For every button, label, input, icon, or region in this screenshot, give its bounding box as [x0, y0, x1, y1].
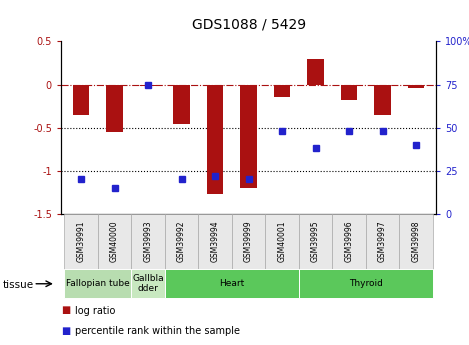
Text: Fallopian tube: Fallopian tube [66, 279, 130, 288]
FancyBboxPatch shape [265, 214, 299, 269]
Text: GSM39996: GSM39996 [345, 221, 354, 262]
Text: GSM39999: GSM39999 [244, 221, 253, 262]
FancyBboxPatch shape [131, 269, 165, 298]
Text: percentile rank within the sample: percentile rank within the sample [75, 326, 240, 336]
Bar [173, 85, 190, 124]
FancyBboxPatch shape [165, 214, 198, 269]
Bar [140, 85, 157, 86]
Text: GSM39997: GSM39997 [378, 221, 387, 262]
FancyBboxPatch shape [131, 214, 165, 269]
Text: GDS1088 / 5429: GDS1088 / 5429 [191, 17, 306, 31]
Bar [73, 85, 90, 115]
FancyBboxPatch shape [232, 214, 265, 269]
Text: log ratio: log ratio [75, 306, 115, 315]
FancyBboxPatch shape [64, 214, 98, 269]
FancyBboxPatch shape [165, 269, 299, 298]
Text: Gallbla
dder: Gallbla dder [132, 274, 164, 294]
Bar [240, 85, 257, 188]
Text: GSM40001: GSM40001 [278, 221, 287, 262]
Bar [374, 85, 391, 115]
Bar [307, 59, 324, 85]
Text: GSM40000: GSM40000 [110, 221, 119, 262]
FancyBboxPatch shape [299, 214, 333, 269]
Text: GSM39994: GSM39994 [211, 221, 219, 262]
FancyBboxPatch shape [399, 214, 433, 269]
Text: GSM39995: GSM39995 [311, 221, 320, 262]
Text: Thyroid: Thyroid [349, 279, 383, 288]
Text: tissue: tissue [2, 280, 33, 289]
Bar [408, 85, 424, 88]
Text: GSM39992: GSM39992 [177, 221, 186, 262]
FancyBboxPatch shape [198, 214, 232, 269]
FancyBboxPatch shape [98, 214, 131, 269]
FancyBboxPatch shape [299, 269, 433, 298]
Bar [340, 85, 357, 100]
Bar [274, 85, 290, 97]
Bar [106, 85, 123, 132]
Text: GSM39998: GSM39998 [412, 221, 421, 262]
FancyBboxPatch shape [333, 214, 366, 269]
Text: ■: ■ [61, 306, 70, 315]
Text: GSM39993: GSM39993 [144, 221, 152, 262]
FancyBboxPatch shape [366, 214, 399, 269]
FancyBboxPatch shape [64, 269, 131, 298]
Text: ■: ■ [61, 326, 70, 336]
Text: GSM39991: GSM39991 [76, 221, 85, 262]
Text: Heart: Heart [219, 279, 244, 288]
Bar [207, 85, 223, 194]
